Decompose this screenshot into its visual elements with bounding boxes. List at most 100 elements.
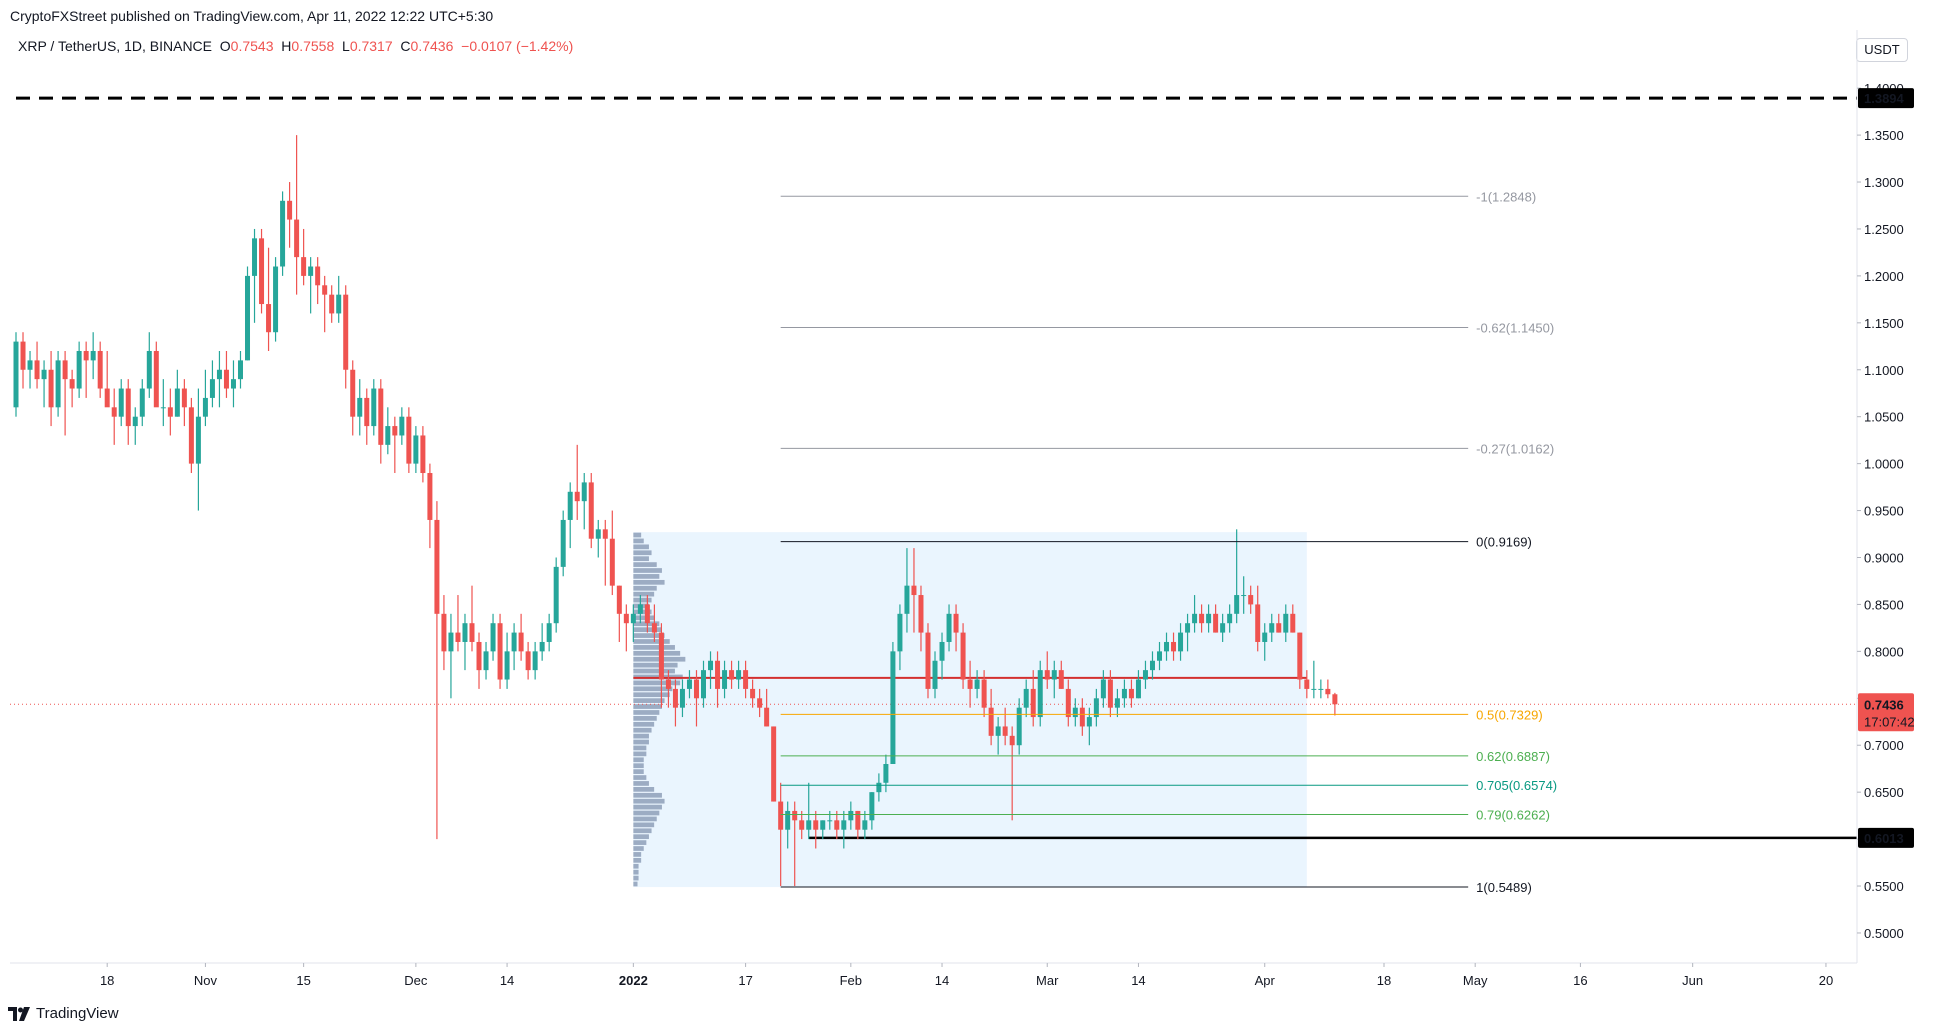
price-tick-label: 1.3000	[1864, 175, 1904, 190]
time-tick-label: Mar	[1036, 973, 1059, 988]
candle-body	[329, 294, 335, 314]
candle	[448, 613, 454, 699]
candle	[1149, 651, 1155, 680]
volume-profile-bar	[633, 875, 639, 881]
candle-body	[315, 266, 321, 286]
close-value: C0.7436	[400, 38, 454, 54]
candle	[1227, 604, 1233, 633]
candle	[308, 257, 314, 314]
candle	[1065, 679, 1071, 727]
candle	[651, 604, 657, 642]
candle	[1044, 651, 1050, 689]
candle-body	[287, 200, 293, 220]
candle	[1318, 679, 1324, 699]
candle-body	[455, 632, 461, 642]
volume-profile-bar	[633, 745, 647, 751]
axis-price-badge	[1858, 827, 1914, 848]
candle-body	[532, 651, 538, 671]
candle-body	[806, 820, 812, 830]
candle-body	[715, 660, 721, 689]
candle	[153, 341, 159, 408]
symbol-legend: XRP / TetherUS, 1D, BINANCE O0.7543 H0.7…	[18, 38, 573, 54]
candle-body	[651, 623, 657, 633]
volume-profile-bar	[633, 662, 678, 668]
candle	[974, 670, 980, 699]
candle	[1332, 692, 1338, 716]
candle	[890, 641, 896, 765]
candle	[686, 670, 692, 699]
price-tick-label: 0.8500	[1864, 597, 1904, 612]
candle	[41, 360, 47, 408]
volume-profile-bar	[633, 615, 655, 621]
candle-body	[1213, 613, 1219, 633]
candle	[679, 679, 685, 718]
candle-body	[462, 623, 468, 642]
candle	[504, 632, 510, 689]
candle-body	[897, 613, 903, 652]
candle-body	[792, 810, 798, 821]
candle-body	[925, 632, 931, 689]
candle	[1241, 576, 1247, 614]
candle-body	[392, 426, 398, 436]
candle	[806, 782, 812, 840]
currency-button[interactable]: USDT	[1856, 38, 1908, 62]
candle	[1213, 604, 1219, 633]
candle-body	[1156, 651, 1162, 661]
candle-body	[995, 726, 1001, 736]
candle-body	[848, 810, 854, 821]
candle	[385, 407, 391, 455]
candle	[644, 595, 650, 633]
volume-profile-bar	[633, 568, 662, 573]
candle-body	[139, 388, 145, 417]
candle-body	[588, 482, 594, 539]
candle-body	[525, 651, 531, 671]
candle	[1185, 613, 1191, 652]
candle	[574, 444, 580, 520]
volume-profile-bar	[633, 544, 649, 550]
time-tick-label: 16	[1573, 973, 1587, 988]
candle-body	[1262, 632, 1268, 642]
candle-body	[904, 585, 910, 614]
open-value: O0.7543	[219, 38, 274, 54]
candle	[658, 623, 664, 708]
candle	[357, 379, 363, 436]
candle-body	[1241, 595, 1247, 597]
candle-body	[595, 529, 601, 539]
candle	[1107, 670, 1113, 718]
candle-body	[308, 266, 314, 276]
volume-profile-bar	[633, 692, 670, 698]
candle-body	[736, 670, 742, 680]
time-tick-label: 14	[1131, 973, 1145, 988]
candle-body	[497, 623, 503, 680]
price-tick-label: 0.5000	[1864, 926, 1904, 941]
volume-profile-bar	[633, 804, 662, 810]
candle	[785, 801, 791, 849]
candle-body	[1072, 707, 1078, 718]
candle	[392, 416, 398, 474]
candle-body	[27, 360, 33, 370]
candle-body	[216, 369, 222, 380]
candle	[1100, 670, 1106, 708]
candle-body	[188, 407, 194, 464]
candle	[118, 379, 124, 427]
candle	[862, 810, 868, 840]
volume-profile-bar	[633, 822, 655, 828]
volume-profile-bar	[633, 787, 655, 792]
candle-body	[427, 473, 433, 520]
candle-body	[1107, 679, 1113, 708]
candle	[343, 285, 349, 389]
candle	[581, 473, 587, 530]
candle-body	[1199, 613, 1205, 624]
time-tick-label: 2022	[619, 973, 648, 988]
candle-body	[385, 426, 391, 445]
candle	[1016, 698, 1022, 755]
candle	[1283, 604, 1289, 642]
axis-price-badge	[1858, 88, 1914, 109]
candle-body	[483, 651, 489, 671]
volume-profile-bar	[633, 863, 639, 869]
candle-body	[273, 266, 279, 333]
candle	[371, 379, 377, 436]
candle	[237, 350, 243, 389]
candle-body	[658, 632, 664, 680]
